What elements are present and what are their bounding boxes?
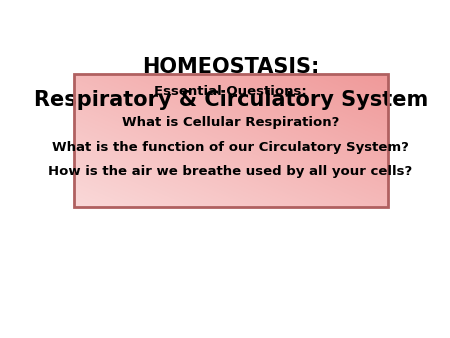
Text: What is the function of our Circulatory System?: What is the function of our Circulatory …: [52, 141, 409, 154]
Text: Respiratory & Circulatory System: Respiratory & Circulatory System: [33, 91, 428, 111]
Text: What is Cellular Respiration?: What is Cellular Respiration?: [122, 116, 339, 129]
Bar: [74, 74, 387, 207]
Text: Essential Questions:: Essential Questions:: [154, 85, 307, 98]
Text: HOMEOSTASIS:: HOMEOSTASIS:: [142, 56, 320, 77]
Text: How is the air we breathe used by all your cells?: How is the air we breathe used by all yo…: [49, 166, 413, 178]
